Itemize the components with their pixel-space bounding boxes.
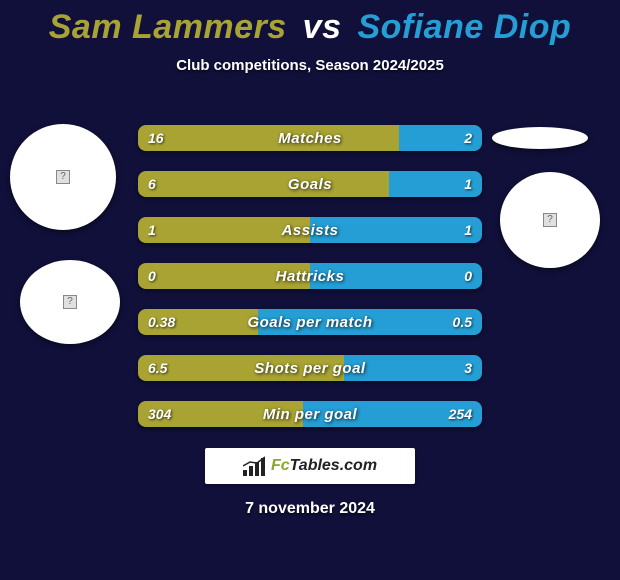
- player-avatar: [492, 127, 588, 149]
- image-placeholder-icon: [56, 170, 70, 184]
- brand-suffix: Tables.com: [290, 457, 377, 474]
- stat-row: 0.380.5Goals per match: [138, 309, 482, 335]
- stat-row: 00Hattricks: [138, 263, 482, 289]
- stat-label: Shots per goal: [138, 355, 482, 381]
- player2-name: Sofiane Diop: [357, 8, 571, 46]
- brand-prefix: Fc: [271, 457, 290, 474]
- comparison-title: Sam Lammers vs Sofiane Diop: [0, 0, 620, 47]
- stat-label: Matches: [138, 125, 482, 151]
- stat-label: Min per goal: [138, 401, 482, 427]
- date-label: 7 november 2024: [0, 500, 620, 518]
- brand-badge: FcTables.com: [205, 448, 415, 484]
- stat-row: 61Goals: [138, 171, 482, 197]
- brand-chart-icon: [243, 456, 265, 476]
- player-avatar: [20, 260, 120, 344]
- stat-label: Assists: [138, 217, 482, 243]
- vs-label: vs: [303, 8, 342, 46]
- stat-label: Hattricks: [138, 263, 482, 289]
- stat-row: 6.53Shots per goal: [138, 355, 482, 381]
- player-avatar: [500, 172, 600, 268]
- stat-row: 162Matches: [138, 125, 482, 151]
- stat-label: Goals: [138, 171, 482, 197]
- stat-label: Goals per match: [138, 309, 482, 335]
- stat-bars: 162Matches 61Goals 11Assists 00Hattricks 0.3…: [138, 125, 482, 447]
- image-placeholder-icon: [63, 295, 77, 309]
- subtitle: Club competitions, Season 2024/2025: [0, 57, 620, 74]
- player1-name: Sam Lammers: [49, 8, 287, 46]
- stat-row: 304254Min per goal: [138, 401, 482, 427]
- player-avatar: [10, 124, 116, 230]
- brand-text: FcTables.com: [271, 457, 377, 475]
- image-placeholder-icon: [543, 213, 557, 227]
- stat-row: 11Assists: [138, 217, 482, 243]
